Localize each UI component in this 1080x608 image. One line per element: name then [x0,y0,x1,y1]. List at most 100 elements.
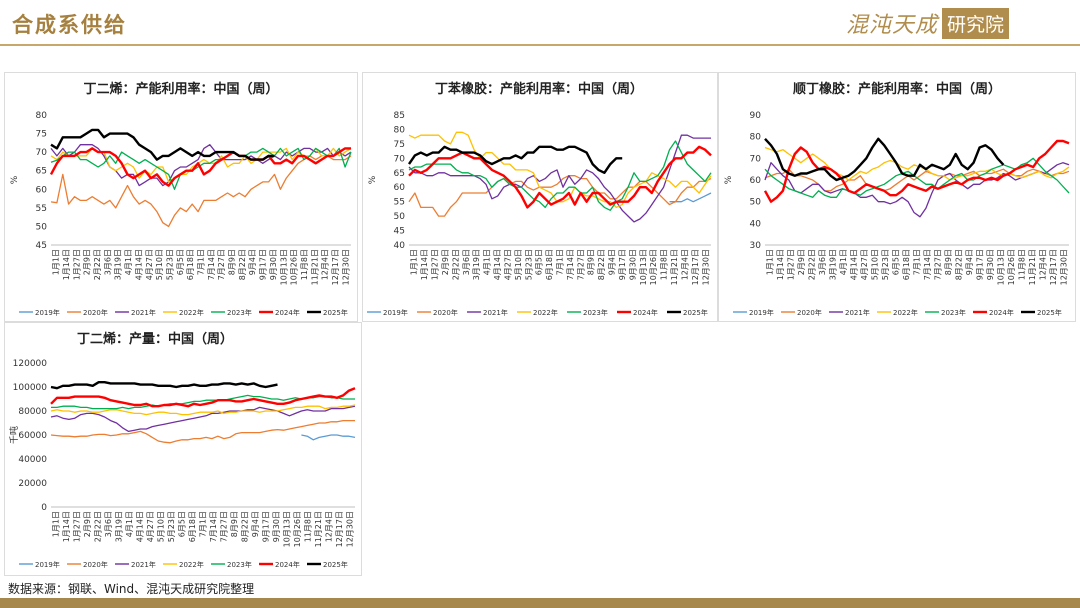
x-tick-label: 3月6日 [462,249,471,275]
series-line-2023 [50,147,352,190]
x-tick-label: 11月21日 [670,249,679,285]
x-tick-label: 8月9日 [228,249,237,275]
legend-label: 2020年 [83,560,108,569]
x-tick-label: 4月27日 [146,511,155,542]
legend-label: 2021年 [845,308,870,317]
x-tick-label: 12月30日 [341,249,350,285]
legend-label: 2021年 [131,560,156,569]
x-tick-label: 2月9日 [441,249,450,275]
x-tick-label: 6月18日 [545,249,554,280]
x-tick-label: 12月17日 [335,511,344,547]
x-tick-label: 4月14日 [850,249,859,280]
x-tick-label: 7月14日 [566,249,575,280]
legend-item-2020: 2020年 [67,560,108,569]
x-tick-label: 11月21日 [314,511,323,547]
series-line-2024 [408,145,712,209]
header-divider [0,44,1080,46]
y-tick-label: 55 [394,198,405,208]
x-tick-label: 9月17日 [618,249,627,280]
legend-item-2021: 2021年 [115,308,156,317]
legend-item-2024: 2024年 [259,308,300,317]
x-tick-label: 1月27日 [73,511,82,542]
series-line-2025 [50,128,275,161]
legend-item-2024: 2024年 [617,308,658,317]
chart-panel-sbr-utilization: 丁苯橡胶：产能利用率：中国（周） 40 45 50 55 60 65 70 75 80 85% 1月1… [362,72,718,322]
x-tick-label: 1月14日 [62,511,71,542]
x-tick-label: 5月10日 [871,249,880,280]
x-tick-label: 7月1日 [913,249,922,275]
legend-label: 2025年 [323,560,348,569]
x-tick-label: 9月30日 [272,511,281,542]
legend-item-2021: 2021年 [115,560,156,569]
y-tick-label: 80000 [18,407,47,417]
legend-label: 2019年 [383,308,408,317]
x-tick-label: 10月13日 [996,249,1005,285]
legend-label: 2021年 [131,308,156,317]
legend-item-2019: 2019年 [19,560,60,569]
legend-item-2019: 2019年 [733,308,774,317]
x-tick-label: 12月4日 [680,249,689,280]
x-tick-label: 1月1日 [52,249,61,275]
legend-item-2020: 2020年 [417,308,458,317]
x-tick-label: 4月14日 [136,511,145,542]
x-tick-label: 5月10日 [514,249,523,280]
series-line-2024 [50,387,356,408]
x-tick-label: 1月27日 [431,249,440,280]
y-tick-label: 40 [394,241,406,251]
x-tick-label: 8月22日 [597,249,606,280]
y-tick-label: 80 [36,111,48,121]
legend-label: 2022年 [533,308,558,317]
x-tick-label: 12月17日 [1049,249,1058,285]
x-tick-label: 3月19日 [115,511,124,542]
series-line-2025 [408,145,623,174]
x-tick-label: 5月23日 [524,249,533,280]
legend-label: 2023年 [941,308,966,317]
x-tick-label: 4月14日 [493,249,502,280]
y-tick-label: 60 [394,183,406,193]
y-tick-label: 120000 [13,359,48,369]
x-tick-label: 4月14日 [134,249,143,280]
y-tick-label: 70 [394,154,406,164]
x-tick-label: 8月9日 [587,249,596,275]
x-tick-label: 6月18日 [186,249,195,280]
legend-item-2022: 2022年 [517,308,558,317]
x-tick-label: 5月10日 [157,511,166,542]
x-tick-label: 3月19日 [114,249,123,280]
x-tick-label: 12月4日 [324,511,333,542]
legend-label: 2020年 [433,308,458,317]
chart-br-utilization: 顺丁橡胶：产能利用率：中国（周） 30 40 50 60 70 80 90% 1月1日 1月14日… [724,81,1070,317]
x-tick-label: 11月8日 [660,249,669,280]
series-line-2020 [50,419,355,444]
legend-label: 2024年 [633,308,658,317]
x-tick-label: 1月1日 [410,249,419,275]
x-tick-label: 8月22日 [954,249,963,280]
legend-label: 2019年 [35,560,60,569]
legend-label: 2024年 [275,560,300,569]
legend-item-2019: 2019年 [19,308,60,317]
legend-item-2025: 2025年 [307,560,348,569]
series-line-2022 [50,404,356,416]
x-tick-label: 4月1日 [125,511,134,537]
x-tick-label: 1月27日 [72,249,81,280]
y-tick-label: 80 [394,125,406,135]
x-tick-label: 10月26日 [293,511,302,547]
legend-label: 2022年 [893,308,918,317]
x-tick-label: 7月1日 [556,249,565,275]
x-tick-label: 1月14日 [420,249,429,280]
x-tick-label: 9月4日 [248,249,257,275]
x-tick-label: 9月17日 [259,249,268,280]
legend-item-2023: 2023年 [567,308,608,317]
x-tick-label: 3月6日 [104,511,113,537]
x-tick-label: 12月17日 [691,249,700,285]
series-line-2020 [50,155,352,228]
chart-title: 丁二烯：产能利用率：中国（周） [83,81,278,97]
legend-item-2021: 2021年 [829,308,870,317]
x-tick-label: 10月13日 [282,511,291,547]
chart-butadiene-utilization: 丁二烯：产能利用率：中国（周） 45 50 55 60 65 70 75 80% 1月1日 1月14… [10,81,352,317]
x-tick-label: 6月18日 [188,511,197,542]
y-tick-label: 50 [394,212,406,222]
legend-item-2022: 2022年 [163,560,204,569]
brand-logo: 混沌天成 研究院 [846,7,1010,39]
legend-item-2023: 2023年 [211,560,252,569]
series-line-2024 [49,147,351,187]
